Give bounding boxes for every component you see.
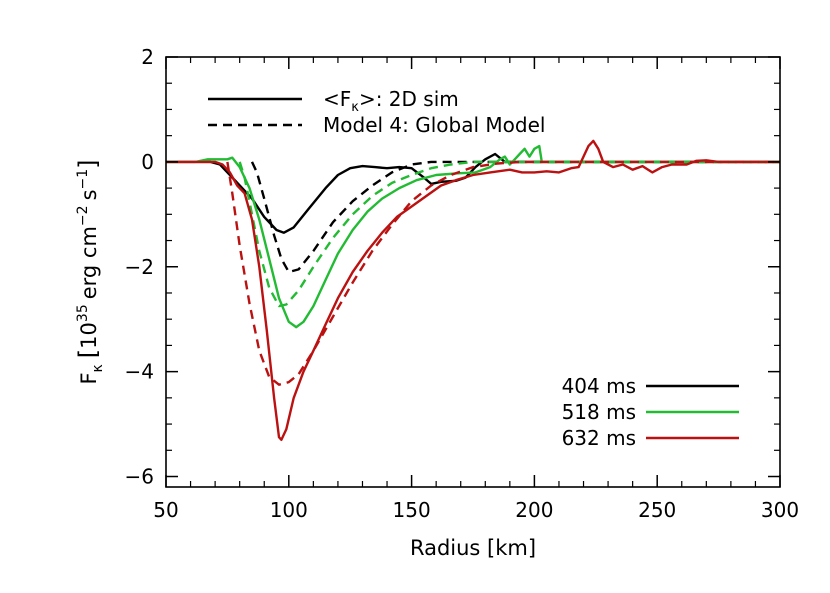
legend-404-label: 404 ms xyxy=(562,374,636,398)
y-title-kappa: κ xyxy=(90,364,106,372)
legend-2d-sim-open: <F xyxy=(323,87,351,111)
x-tick-label: 300 xyxy=(761,498,799,522)
y-title-exp: 35 xyxy=(75,304,91,322)
series-632-ms-solid xyxy=(166,139,780,441)
x-tick-label: 250 xyxy=(638,498,676,522)
legend-518-label: 518 ms xyxy=(562,400,636,424)
x-tick-label: 100 xyxy=(270,498,308,522)
legend-2d-sim-label: <Fκ>: 2D sim xyxy=(323,87,459,115)
plot-frame xyxy=(165,56,781,488)
series-404-ms-dashed xyxy=(250,160,780,274)
series-632-ms-dashed xyxy=(226,160,780,386)
time-legend: 404 ms 518 ms 632 ms xyxy=(562,374,739,450)
series-layer xyxy=(166,139,780,441)
y-title-f: F xyxy=(77,372,101,384)
y-tick-label: −2 xyxy=(125,255,154,279)
series-518-ms-dashed xyxy=(238,160,780,308)
ticks-layer: 50 100 150 200 250 300 −6 −4 −2 0 2 xyxy=(125,45,800,522)
y-title-bracket-close: ] xyxy=(74,159,102,168)
y-axis-title: Fκ [1035 erg cm−2 s−1] xyxy=(74,159,106,384)
legend-2d-sim-kappa: κ xyxy=(351,100,359,115)
series-518-ms-solid xyxy=(166,144,780,329)
x-axis-title: Radius [km] xyxy=(410,536,536,560)
legend-632-label: 632 ms xyxy=(562,426,636,450)
legend-2d-sim-close: >: 2D sim xyxy=(359,87,459,111)
x-tick-label: 200 xyxy=(515,498,553,522)
y-tick-label: −4 xyxy=(125,360,154,384)
y-title-unit-a: erg cm xyxy=(77,226,101,299)
linestyle-legend: <Fκ>: 2D sim Model 4: Global Model xyxy=(208,87,545,137)
series-404-ms-solid xyxy=(166,152,780,234)
y-title-unit-b-exp: −1 xyxy=(75,169,91,190)
y-tick-label: 0 xyxy=(141,150,154,174)
y-tick-label: 2 xyxy=(141,45,154,69)
y-tick-label: −6 xyxy=(125,465,154,489)
y-title-unit-a-exp: −2 xyxy=(75,205,91,226)
y-title-bracket-open: [ xyxy=(74,349,102,358)
x-tick-label: 50 xyxy=(153,498,178,522)
x-tick-label: 150 xyxy=(393,498,431,522)
legend-global-model-label: Model 4: Global Model xyxy=(323,113,545,137)
y-title-ten: 10 xyxy=(77,322,101,349)
y-title-unit-b: s xyxy=(77,189,101,200)
